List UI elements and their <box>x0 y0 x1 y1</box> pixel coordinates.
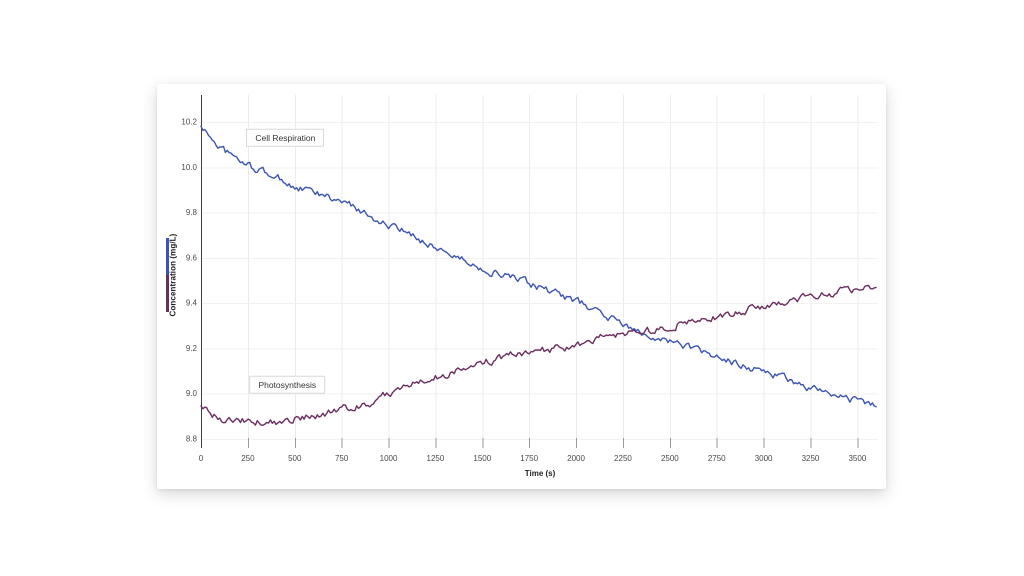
svg-text:9.2: 9.2 <box>186 344 198 353</box>
svg-text:0: 0 <box>199 454 204 463</box>
svg-text:9.8: 9.8 <box>186 208 198 217</box>
svg-text:9.6: 9.6 <box>186 253 198 262</box>
svg-text:1000: 1000 <box>380 454 398 463</box>
svg-text:2500: 2500 <box>661 454 679 463</box>
legend-swatch-photosynthesis <box>166 275 169 312</box>
svg-text:750: 750 <box>335 454 349 463</box>
legend-swatch-cell-respiration <box>166 238 169 275</box>
svg-text:500: 500 <box>288 454 302 463</box>
svg-text:1500: 1500 <box>473 454 491 463</box>
svg-text:10.0: 10.0 <box>181 163 197 172</box>
svg-text:8.8: 8.8 <box>186 434 198 443</box>
svg-text:2000: 2000 <box>567 454 585 463</box>
svg-text:9.0: 9.0 <box>186 389 198 398</box>
svg-text:10.2: 10.2 <box>181 118 197 127</box>
svg-text:250: 250 <box>241 454 255 463</box>
svg-text:1750: 1750 <box>520 454 538 463</box>
svg-text:3000: 3000 <box>755 454 773 463</box>
svg-text:1250: 1250 <box>427 454 445 463</box>
x-axis-title: Time (s) <box>524 469 556 478</box>
chart-card: 8.8 9.0 9.2 9.4 9.6 9.8 10.0 10.2 0 250 500 750 1000… <box>157 84 886 489</box>
svg-text:9.4: 9.4 <box>186 299 198 308</box>
svg-text:3250: 3250 <box>802 454 820 463</box>
annotation-cell-respiration: Cell Respiration <box>246 128 325 148</box>
line-chart: 8.8 9.0 9.2 9.4 9.6 9.8 10.0 10.2 0 250 500 750 1000… <box>181 95 878 463</box>
svg-text:2250: 2250 <box>614 454 632 463</box>
annotation-photosynthesis: Photosynthesis <box>249 375 326 394</box>
y-axis-title: Concentration (mg/L) <box>168 233 178 317</box>
svg-text:2750: 2750 <box>708 454 726 463</box>
svg-text:3500: 3500 <box>848 454 866 463</box>
legend-swatch-bar <box>166 238 169 312</box>
